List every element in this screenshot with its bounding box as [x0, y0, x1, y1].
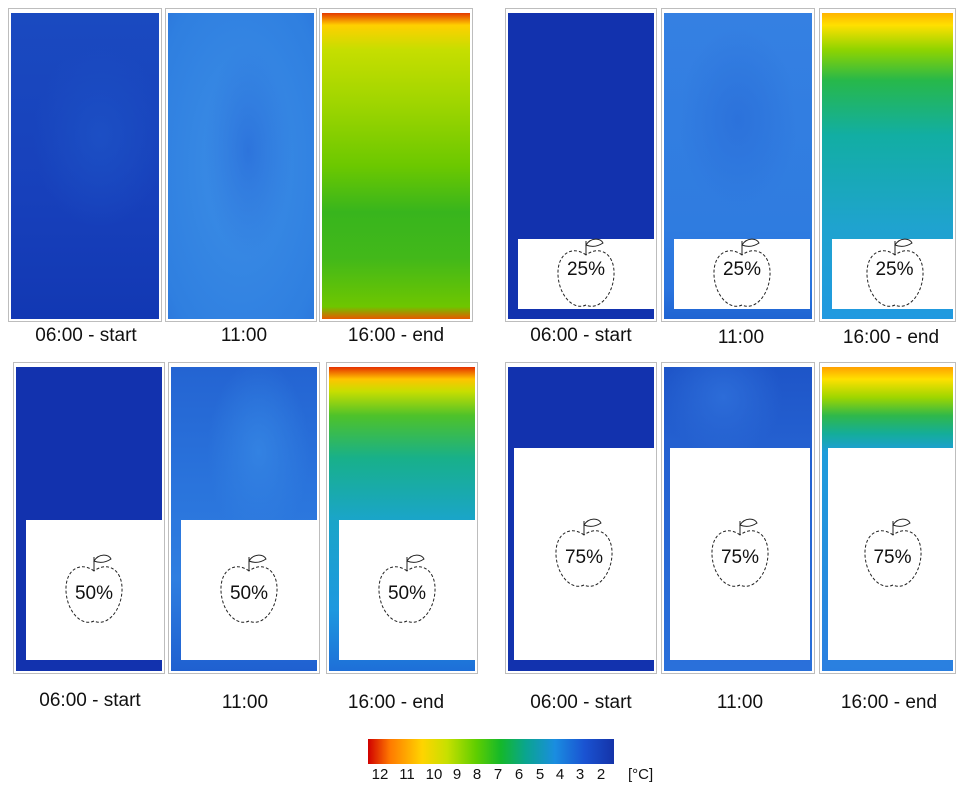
load-percentage: 25% — [722, 259, 762, 280]
load-box: 50% — [26, 520, 162, 660]
temperature-panel-g1-0600 — [8, 8, 162, 322]
temperature-field — [11, 13, 159, 319]
load-percentage: 75% — [873, 547, 912, 568]
temperature-field — [322, 13, 470, 319]
apple-icon: 75% — [858, 515, 928, 593]
load-box: 50% — [339, 520, 475, 660]
time-caption: 11:00 — [220, 325, 268, 346]
time-caption: 16:00 - end — [347, 692, 445, 713]
load-percentage: 25% — [875, 259, 914, 280]
temperature-field — [168, 13, 314, 319]
load-box: 25% — [832, 238, 955, 309]
temperature-colorbar — [368, 739, 614, 764]
load-box: 75% — [828, 448, 955, 660]
colorbar-tick: 12 — [371, 766, 389, 783]
apple-icon: 50% — [214, 551, 284, 629]
time-caption: 06:00 - start — [39, 690, 141, 711]
load-box: 50% — [181, 520, 317, 660]
apple-icon: 25% — [551, 235, 621, 313]
temperature-panel-g2-0600: 25% — [505, 8, 657, 322]
time-caption: 11:00 — [716, 692, 764, 713]
time-caption: 11:00 — [221, 692, 269, 713]
time-caption: 06:00 - start — [35, 325, 137, 346]
apple-icon: 50% — [372, 551, 442, 629]
colorbar-tick: 3 — [575, 766, 585, 783]
colorbar-tick: 11 — [399, 766, 415, 783]
load-percentage: 50% — [387, 583, 427, 604]
colorbar-tick: 4 — [555, 766, 565, 783]
colorbar-tick: 7 — [493, 766, 503, 783]
time-caption: 06:00 - start — [530, 325, 632, 346]
temperature-panel-g4-1100: 75% — [661, 362, 815, 674]
colorbar-tick: 6 — [514, 766, 524, 783]
time-caption: 06:00 - start — [530, 692, 632, 713]
time-caption: 16:00 - end — [840, 692, 938, 713]
temperature-panel-g1-1600 — [319, 8, 473, 322]
temperature-panel-g4-0600: 75% — [505, 362, 657, 674]
apple-icon: 75% — [549, 515, 619, 593]
load-percentage: 75% — [564, 547, 604, 568]
load-percentage: 50% — [229, 583, 269, 604]
colorbar-tick: 9 — [452, 766, 462, 783]
load-percentage: 50% — [74, 583, 114, 604]
temperature-panel-g3-0600: 50% — [13, 362, 165, 674]
apple-icon: 50% — [59, 551, 129, 629]
colorbar-tick: 5 — [535, 766, 545, 783]
temperature-panel-g1-1100 — [165, 8, 317, 322]
temperature-panel-g2-1100: 25% — [661, 8, 815, 322]
temperature-panel-g3-1600: 50% — [326, 362, 478, 674]
time-caption: 16:00 - end — [842, 327, 940, 348]
colorbar-tick: 8 — [472, 766, 482, 783]
apple-icon: 25% — [860, 235, 930, 313]
colorbar-unit: [°C] — [628, 766, 654, 783]
time-caption: 11:00 — [717, 327, 765, 348]
apple-icon: 75% — [705, 515, 775, 593]
temperature-panel-g3-1100: 50% — [168, 362, 320, 674]
load-box: 75% — [514, 448, 654, 660]
temperature-panel-g4-1600: 75% — [819, 362, 956, 674]
colorbar-tick: 10 — [425, 766, 443, 783]
apple-icon: 25% — [707, 235, 777, 313]
time-caption: 16:00 - end — [347, 325, 445, 346]
load-percentage: 25% — [566, 259, 606, 280]
load-box: 75% — [670, 448, 810, 660]
load-percentage: 75% — [720, 547, 760, 568]
load-box: 25% — [674, 238, 810, 309]
temperature-panel-g2-1600: 25% — [819, 8, 956, 322]
load-box: 25% — [518, 238, 654, 309]
colorbar-tick: 2 — [596, 766, 606, 783]
